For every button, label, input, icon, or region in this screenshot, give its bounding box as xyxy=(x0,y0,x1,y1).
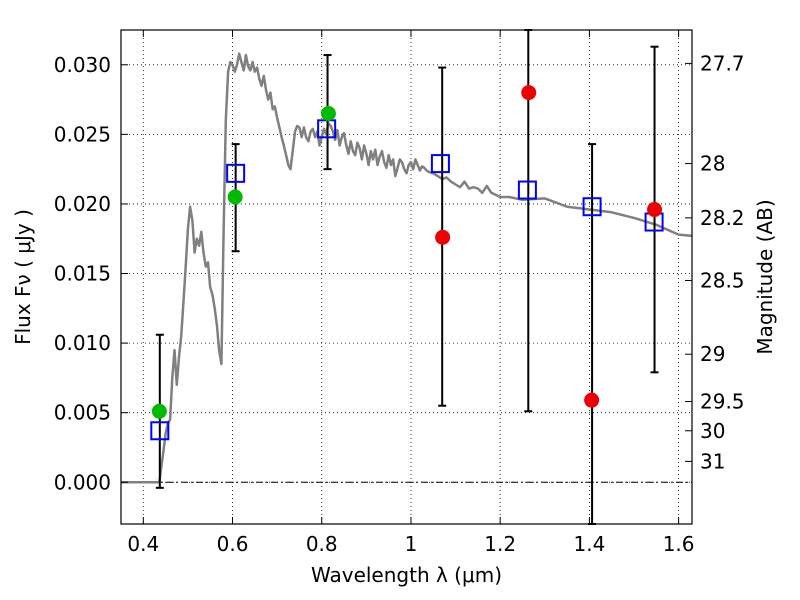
y-tick-labels: 0.000 0.005 0.010 0.015 0.020 0.025 0.030 xyxy=(54,53,111,494)
right-tick-labels: 27.7 28 28.2 28.5 29 29.5 30 31 xyxy=(700,51,745,473)
right-tick-label: 28 xyxy=(700,152,725,176)
y-tick-label: 0.005 xyxy=(54,401,111,425)
observed-flux-point xyxy=(584,392,600,408)
axis-ticks xyxy=(121,30,692,524)
plot-frame xyxy=(120,29,693,525)
y-tick-label: 0.010 xyxy=(54,331,111,355)
x-tick-label: 0.8 xyxy=(306,532,338,556)
x-tick-labels: 0.4 0.6 0.8 1 1.2 1.4 1.6 xyxy=(127,532,694,556)
x-axis-label: Wavelength λ (μm) xyxy=(311,563,502,587)
y-tick-label: 0.020 xyxy=(54,192,111,216)
x-tick-label: 1.6 xyxy=(663,532,695,556)
y-tick-label: 0.015 xyxy=(54,262,111,286)
y-tick-label: 0.025 xyxy=(54,122,111,146)
model-flux-square xyxy=(582,197,602,217)
right-tick-label: 28.2 xyxy=(700,206,745,230)
observed-flux-point xyxy=(320,105,336,121)
right-tick-label: 28.5 xyxy=(700,268,745,292)
x-tick-label: 0.4 xyxy=(127,532,159,556)
observed-flux-point xyxy=(521,85,537,101)
right-tick-label: 31 xyxy=(700,449,725,473)
observed-flux-point xyxy=(151,403,167,419)
right-tick-label: 27.7 xyxy=(700,51,745,75)
x-tick-label: 1.4 xyxy=(573,532,605,556)
right-tick-label: 30 xyxy=(700,419,725,443)
right-axis-label: Magnitude (AB) xyxy=(753,199,777,354)
right-tick-label: 29 xyxy=(700,342,725,366)
observed-flux-point xyxy=(435,229,451,245)
y-tick-label: 0.030 xyxy=(54,53,111,77)
data-markers xyxy=(150,85,664,441)
model-flux-square xyxy=(430,154,450,174)
model-flux-square xyxy=(150,421,170,441)
model-flux-square xyxy=(517,180,537,200)
x-tick-label: 0.6 xyxy=(217,532,249,556)
observed-flux-point xyxy=(647,202,663,218)
model-flux-square xyxy=(226,163,246,183)
y-tick-label: 0.000 xyxy=(54,470,111,494)
right-tick-label: 29.5 xyxy=(700,390,745,414)
x-tick-label: 1.2 xyxy=(484,532,516,556)
x-tick-label: 1 xyxy=(405,532,418,556)
y-axis-label: Flux Fν ( μJy ) xyxy=(11,209,35,345)
observed-flux-point xyxy=(227,189,243,205)
